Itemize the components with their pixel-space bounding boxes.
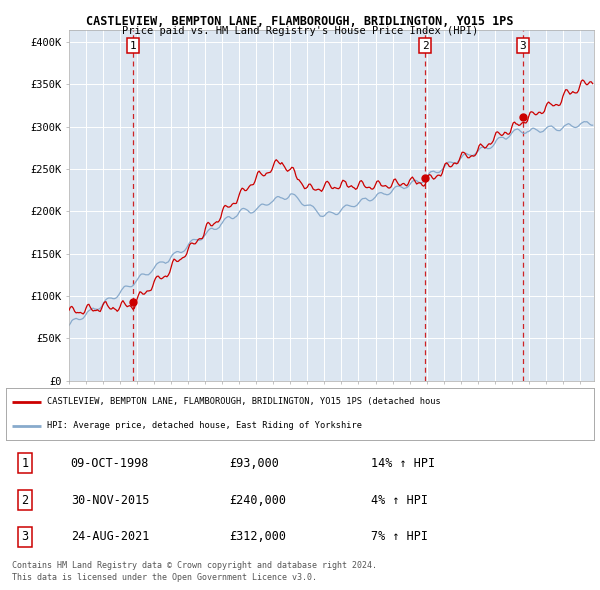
Text: £312,000: £312,000 — [229, 530, 286, 543]
Text: 7% ↑ HPI: 7% ↑ HPI — [371, 530, 428, 543]
Text: 2: 2 — [422, 41, 428, 51]
Text: 3: 3 — [21, 530, 28, 543]
Text: 14% ↑ HPI: 14% ↑ HPI — [371, 457, 434, 470]
Text: 24-AUG-2021: 24-AUG-2021 — [71, 530, 149, 543]
Text: Contains HM Land Registry data © Crown copyright and database right 2024.: Contains HM Land Registry data © Crown c… — [12, 560, 377, 569]
Text: £93,000: £93,000 — [229, 457, 280, 470]
Text: 30-NOV-2015: 30-NOV-2015 — [71, 493, 149, 507]
Text: 1: 1 — [130, 41, 137, 51]
Text: CASTLEVIEW, BEMPTON LANE, FLAMBOROUGH, BRIDLINGTON, YO15 1PS (detached hous: CASTLEVIEW, BEMPTON LANE, FLAMBOROUGH, B… — [47, 397, 441, 406]
Text: 3: 3 — [520, 41, 526, 51]
Text: 09-OCT-1998: 09-OCT-1998 — [71, 457, 149, 470]
Text: CASTLEVIEW, BEMPTON LANE, FLAMBOROUGH, BRIDLINGTON, YO15 1PS: CASTLEVIEW, BEMPTON LANE, FLAMBOROUGH, B… — [86, 15, 514, 28]
Text: 4% ↑ HPI: 4% ↑ HPI — [371, 493, 428, 507]
Text: 2: 2 — [21, 493, 28, 507]
Text: HPI: Average price, detached house, East Riding of Yorkshire: HPI: Average price, detached house, East… — [47, 421, 362, 430]
Text: £240,000: £240,000 — [229, 493, 286, 507]
Text: Price paid vs. HM Land Registry's House Price Index (HPI): Price paid vs. HM Land Registry's House … — [122, 26, 478, 36]
Text: 1: 1 — [21, 457, 28, 470]
Text: This data is licensed under the Open Government Licence v3.0.: This data is licensed under the Open Gov… — [12, 573, 317, 582]
